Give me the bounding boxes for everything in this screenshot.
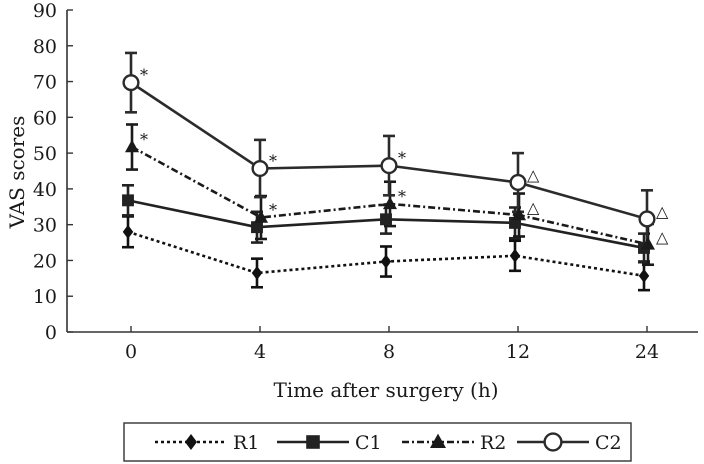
data-point-R2 <box>512 207 526 221</box>
y-tick-label: 30 <box>33 215 57 237</box>
data-point-R2 <box>641 236 655 250</box>
data-point-R2 <box>125 139 139 153</box>
significance-annotations: * * * △ △ * * * △ △ <box>140 66 669 247</box>
significance-mark: △ <box>527 198 540 217</box>
legend-marker-R2 <box>430 433 446 448</box>
x-tick-label: 12 <box>506 341 530 363</box>
data-point-R1 <box>638 268 650 283</box>
significance-mark: * <box>398 187 406 206</box>
x-axis-title: Time after surgery (h) <box>273 378 498 402</box>
series-markers <box>122 74 656 283</box>
x-tick-label: 8 <box>383 341 395 363</box>
x-tick-label: 0 <box>125 341 137 363</box>
data-point-R1 <box>509 248 521 263</box>
significance-mark: △ <box>527 165 540 184</box>
data-point-C2 <box>122 74 140 92</box>
legend: R1 C1 R2 C2 <box>123 422 632 462</box>
y-tick-label: 50 <box>33 143 57 165</box>
y-tick-label: 90 <box>33 0 57 22</box>
data-point-R2 <box>383 196 397 210</box>
legend-marker-C2 <box>543 432 563 452</box>
data-point-R1 <box>380 254 392 269</box>
legend-marker-C1 <box>306 435 320 449</box>
y-tick-label: 40 <box>33 179 57 201</box>
significance-mark: * <box>269 151 277 170</box>
y-tick-label: 10 <box>33 286 57 308</box>
legend-label-R2: R2 <box>480 432 506 454</box>
significance-mark: * <box>140 66 148 85</box>
significance-mark: △ <box>656 227 669 246</box>
legend-label-C1: C1 <box>355 432 382 454</box>
x-tick-label: 24 <box>635 341 659 363</box>
legend-label-C2: C2 <box>595 432 622 454</box>
x-tick-label: 4 <box>254 341 266 363</box>
significance-mark: * <box>398 149 406 168</box>
data-point-C2 <box>251 159 269 178</box>
significance-mark: * <box>140 130 148 149</box>
axes: 0 10 20 30 40 50 60 70 80 90 0 4 8 12 24 <box>33 0 698 363</box>
data-point-R2 <box>254 210 268 223</box>
y-tick-label: 0 <box>45 322 57 344</box>
legend-marker-R1 <box>185 434 197 450</box>
data-point-R1 <box>122 224 134 239</box>
legend-label-R1: R1 <box>233 432 259 454</box>
data-point-C1 <box>251 221 263 234</box>
data-point-C1 <box>509 216 521 229</box>
data-point-C2 <box>638 210 656 228</box>
data-point-C1 <box>122 194 134 207</box>
data-point-C2 <box>509 173 527 191</box>
data-point-R1 <box>251 265 263 280</box>
significance-mark: * <box>269 201 277 220</box>
y-tick-label: 80 <box>33 36 57 58</box>
y-axis-title: VAS scores <box>5 116 29 230</box>
y-tick-label: 60 <box>33 107 57 129</box>
data-point-C1 <box>380 213 392 226</box>
significance-mark: △ <box>656 202 669 221</box>
y-tick-label: 20 <box>33 250 57 272</box>
y-tick-label: 70 <box>33 72 57 94</box>
data-point-C2 <box>380 157 398 175</box>
